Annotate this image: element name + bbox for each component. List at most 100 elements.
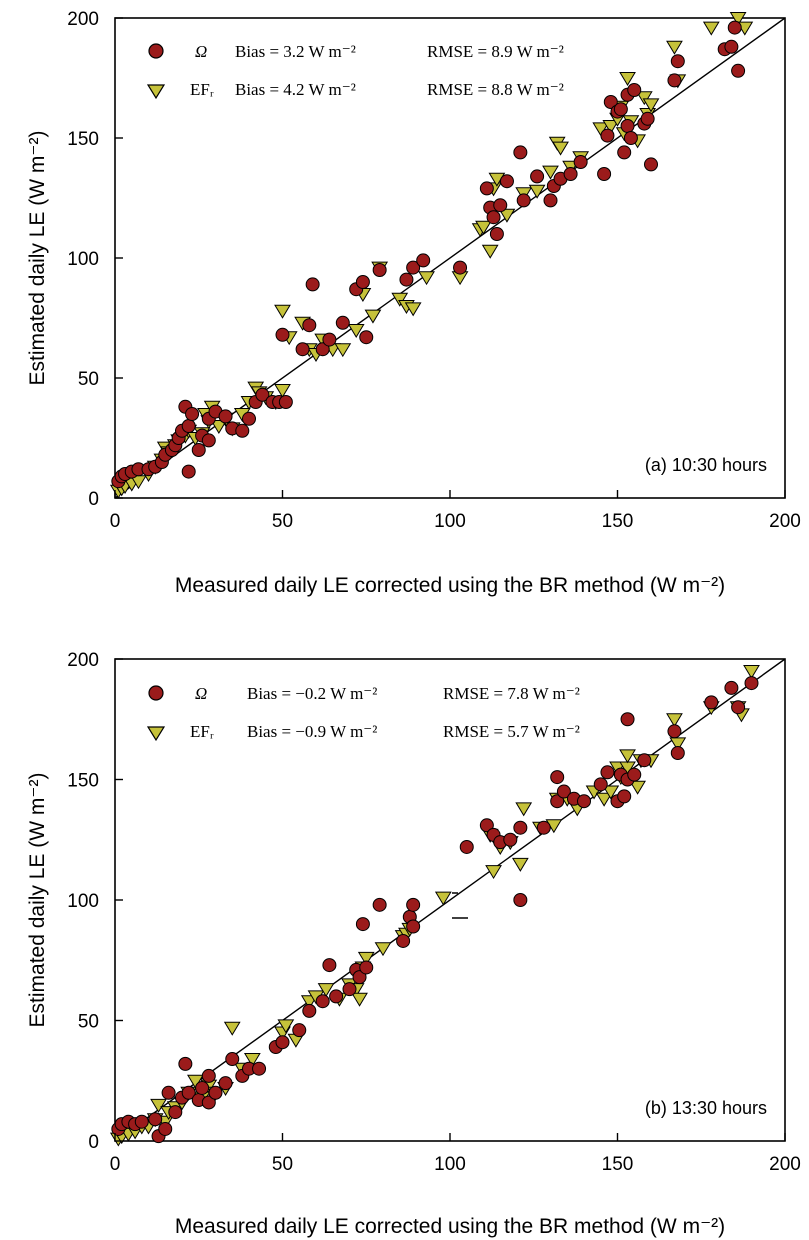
y-tick-label: 200	[67, 650, 99, 671]
data-point-efr	[210, 420, 228, 434]
legend-name-efr: EFᵣ	[190, 80, 214, 99]
data-point-omega	[329, 989, 344, 1004]
data-point-omega	[667, 724, 682, 739]
data-point-omega	[600, 765, 615, 780]
data-point-omega	[335, 315, 350, 330]
data-point-omega	[322, 958, 337, 973]
data-point-efr	[602, 785, 620, 800]
scatter-panel-b: 0 50 100 150 200 0 50 100 150 200 Measured daily …	[26, 650, 801, 1238]
data-point-omega	[242, 411, 256, 426]
data-point-efr	[552, 141, 569, 156]
data-point-omega	[486, 210, 501, 225]
data-point-omega	[600, 128, 615, 143]
y-tick-label: 100	[67, 891, 99, 912]
data-point-omega	[295, 342, 310, 357]
x-axis-label: Measured daily LE corrected using the BR…	[175, 1215, 725, 1238]
data-point-omega	[727, 20, 742, 35]
y-axis-label: Estimated daily LE (W m⁻²)	[26, 131, 49, 386]
x-tick-label: 150	[602, 1154, 634, 1175]
data-point-omega	[355, 917, 370, 932]
data-point-omega	[459, 839, 474, 854]
legend: Ω Bias = 3.2 W m⁻² RMSE = 8.9 W m⁻² EFᵣ …	[146, 42, 564, 100]
legend: Ω Bias = −0.2 W m⁻² RMSE = 7.8 W m⁻² EFᵣ…	[146, 684, 580, 742]
data-point-omega	[181, 419, 196, 433]
x-tick-label: 200	[769, 511, 801, 532]
legend-rmse-omega: RMSE = 8.9 W m⁻²	[427, 42, 564, 61]
data-point-omega	[613, 102, 628, 117]
data-point-omega	[201, 1095, 216, 1110]
data-point-omega	[185, 407, 200, 421]
data-point-omega	[704, 695, 719, 710]
data-point-omega	[724, 680, 739, 695]
data-point-omega	[305, 277, 320, 292]
legend-name-omega: Ω	[195, 42, 207, 61]
data-point-omega	[292, 1023, 307, 1038]
data-point-omega	[731, 63, 746, 78]
legend-rmse-efr: RMSE = 8.8 W m⁻²	[427, 80, 564, 99]
data-point-omega	[322, 332, 337, 347]
data-point-efr	[347, 324, 365, 338]
data-point-omega	[406, 897, 421, 912]
legend-bias-omega: Bias = 3.2 W m⁻²	[235, 42, 356, 61]
data-point-omega	[627, 83, 642, 97]
data-point-omega	[181, 1085, 196, 1100]
data-point-omega	[359, 960, 374, 975]
data-point-omega	[516, 193, 531, 208]
panel-annotation: (a) 10:30 hours	[645, 455, 767, 475]
data-point-omega	[396, 933, 411, 948]
legend-name-omega: Ω	[195, 684, 207, 703]
data-point-omega	[255, 387, 270, 402]
y-axis-label: Estimated daily LE (W m⁻²)	[26, 773, 49, 1028]
data-point-omega	[550, 794, 565, 809]
data-point-efr	[743, 665, 760, 680]
data-point-omega	[302, 318, 317, 333]
data-point-omega	[453, 260, 468, 275]
data-point-efr	[528, 184, 546, 199]
data-point-efr	[418, 271, 435, 286]
legend-bias-efr: Bias = 4.2 W m⁻²	[235, 80, 356, 99]
data-point-omega	[201, 1068, 216, 1083]
data-point-omega	[489, 227, 504, 241]
x-tick-label: 0	[110, 1154, 121, 1175]
data-point-omega	[355, 275, 370, 289]
data-point-omega	[617, 789, 632, 804]
data-point-efr	[511, 857, 529, 872]
data-point-omega	[134, 1114, 149, 1129]
data-point-omega	[620, 119, 635, 133]
data-point-efr	[475, 220, 492, 235]
y-tick-label: 0	[88, 1132, 99, 1153]
data-point-efr	[629, 780, 646, 795]
data-point-omega	[513, 893, 528, 907]
data-point-omega	[235, 423, 250, 438]
data-point-omega	[593, 777, 608, 792]
y-tick-label: 150	[67, 129, 99, 150]
data-point-efr	[334, 343, 352, 358]
data-point-efr	[619, 749, 636, 764]
data-point-omega	[724, 39, 739, 54]
data-point-omega	[352, 970, 367, 985]
legend-marker-efr	[146, 726, 166, 742]
data-point-efr	[669, 737, 687, 752]
data-point-omega	[623, 131, 638, 145]
y-tick-label: 200	[67, 9, 99, 30]
data-point-omega	[670, 54, 685, 69]
y-tick-label: 100	[67, 249, 99, 270]
y-tick-label: 50	[78, 369, 99, 390]
data-point-omega	[513, 820, 528, 835]
data-point-omega	[536, 820, 551, 835]
legend-bias-efr: Bias = −0.9 W m⁻²	[247, 722, 377, 741]
x-tick-label: 50	[272, 511, 293, 532]
x-tick-label: 100	[434, 1154, 466, 1175]
legend-marker-omega	[148, 43, 164, 59]
axis-ticks-layer	[114, 658, 786, 1142]
data-point-omega	[627, 767, 642, 782]
data-point-omega	[479, 181, 494, 196]
tick-labels-layer: 0 50 100 150 200 0 50 100 150 200	[67, 9, 801, 532]
data-points-layer	[109, 665, 760, 1147]
x-tick-label: 50	[272, 1154, 293, 1175]
data-point-omega	[148, 1112, 163, 1127]
legend-rmse-omega: RMSE = 7.8 W m⁻²	[443, 684, 580, 703]
data-point-efr	[485, 865, 502, 880]
data-point-omega	[513, 145, 528, 160]
data-point-omega	[158, 1121, 173, 1136]
